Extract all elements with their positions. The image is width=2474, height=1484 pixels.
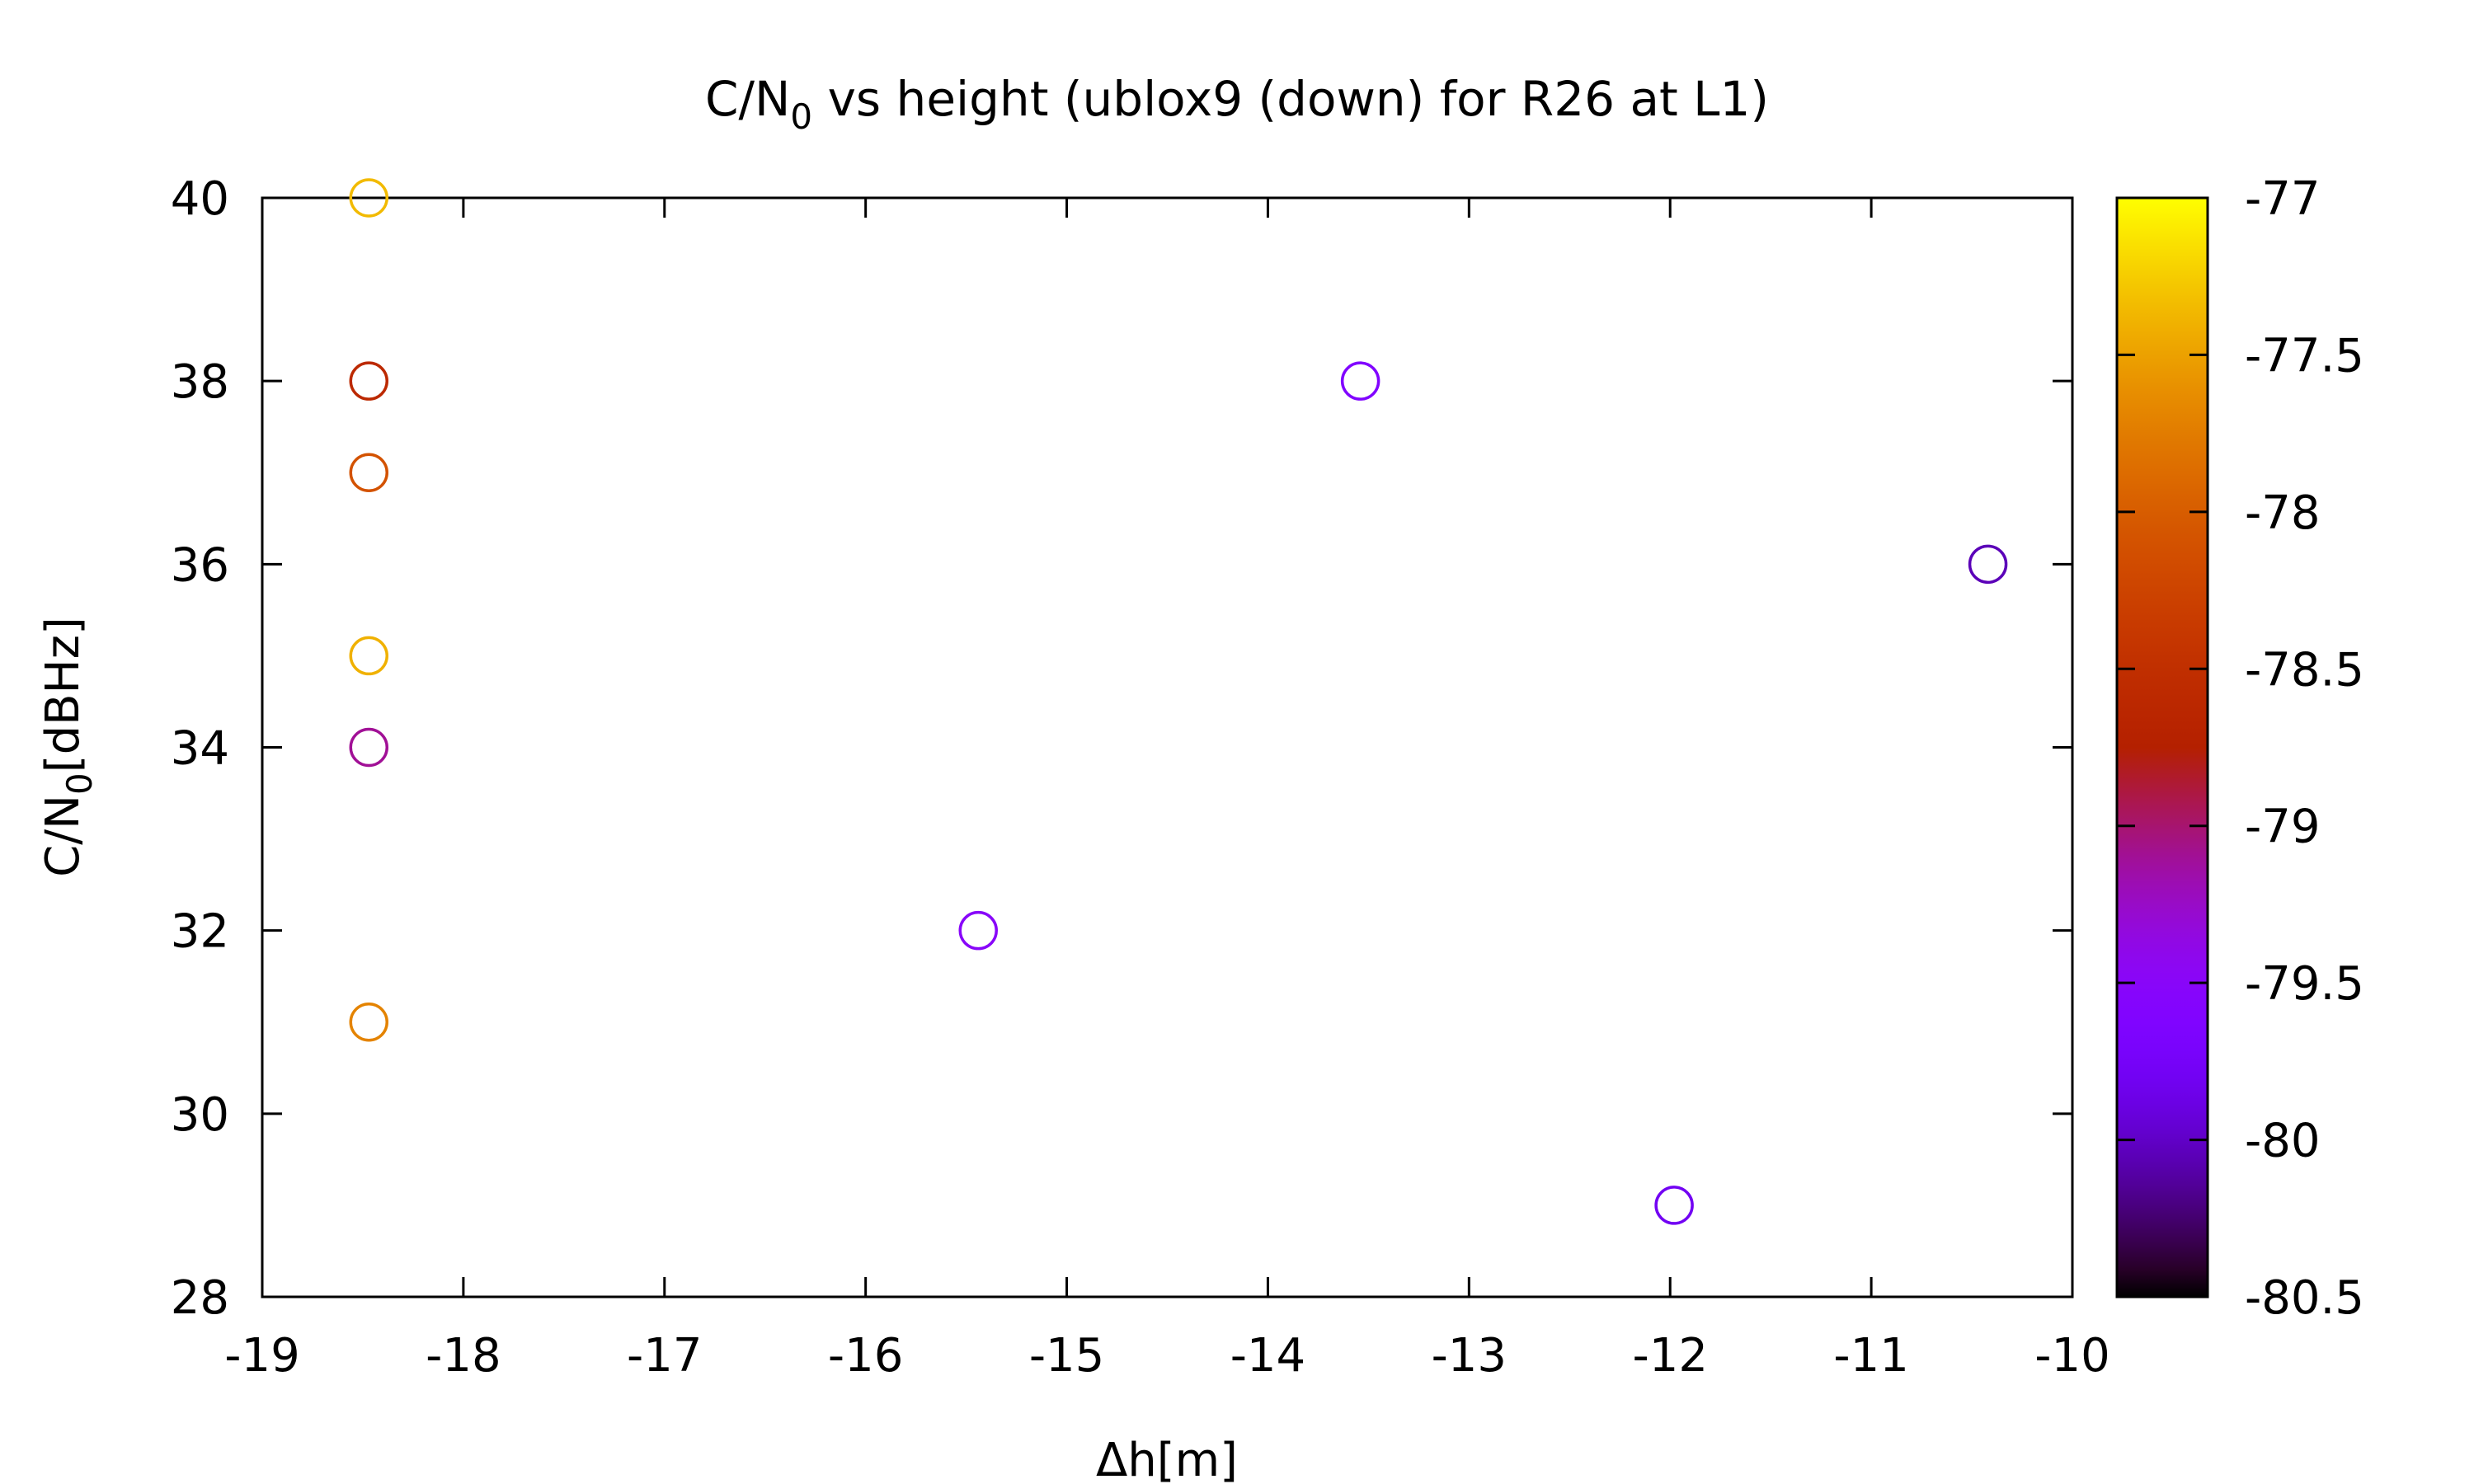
colorbar-tick-label: -79 [2245, 801, 2320, 854]
data-point [349, 636, 389, 676]
x-tick-label: -15 [1029, 1329, 1104, 1383]
colorbar-tick-label: -80 [2245, 1115, 2320, 1168]
data-point [958, 910, 998, 951]
colorbar-frame [2115, 196, 2209, 1298]
y-tick-label: 36 [171, 538, 229, 592]
x-tick-label: -17 [627, 1329, 702, 1383]
colorbar-tick-label: -77.5 [2245, 329, 2364, 383]
data-point [349, 1003, 389, 1042]
y-tick-label: 28 [171, 1271, 229, 1325]
y-tick-label: 40 [171, 172, 229, 226]
x-tick-label: -10 [2034, 1329, 2109, 1383]
data-point [349, 727, 389, 768]
data-point [1968, 544, 2008, 585]
y-tick-label: 30 [171, 1088, 229, 1142]
y-tick-label: 34 [171, 722, 229, 776]
x-axis-label: Δh[m] [1096, 1434, 1238, 1484]
data-points [349, 178, 2008, 1225]
data-point [349, 361, 389, 401]
x-tick-label: -19 [224, 1329, 299, 1383]
data-point [1340, 361, 1380, 401]
x-tick-label: -14 [1230, 1329, 1305, 1383]
chart-title: C/N0 vs height (ublox9 (down) for R26 at… [705, 71, 1769, 137]
x-tick-label: -11 [1833, 1329, 1908, 1383]
data-point [1654, 1186, 1694, 1225]
x-tick-label: -13 [1432, 1329, 1507, 1383]
y-axis-label: C/N0[dBHz] [36, 617, 100, 877]
colorbar-tick-label: -79.5 [2245, 957, 2364, 1011]
colorbar-ticks: -77 -77.5 -78 -78.5 -79 -79.5 -80 -80.5 [2117, 172, 2364, 1325]
data-point [349, 178, 389, 218]
x-tick-label: -18 [426, 1329, 501, 1383]
plot-frame [261, 196, 2074, 1298]
colorbar-tick-label: -77 [2245, 172, 2320, 226]
colorbar [2117, 198, 2208, 1297]
y-axis-ticks: 28 30 32 34 36 38 40 [171, 172, 2072, 1325]
colorbar-tick-label: -78 [2245, 486, 2320, 540]
colorbar-tick-label: -80.5 [2245, 1271, 2364, 1325]
colorbar-tick-label: -78.5 [2245, 643, 2364, 697]
x-tick-label: -12 [1632, 1329, 1707, 1383]
x-tick-label: -16 [828, 1329, 903, 1383]
y-tick-label: 32 [171, 905, 229, 959]
y-tick-label: 38 [171, 355, 229, 409]
x-axis-ticks: -19 -18 -17 -16 -15 -14 -13 -12 -11 -10 [224, 198, 2110, 1383]
data-point [349, 453, 389, 492]
